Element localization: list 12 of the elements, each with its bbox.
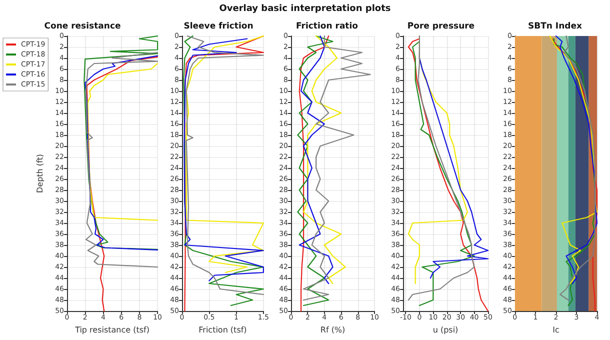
y-axis-title: Depth (ft) bbox=[36, 154, 45, 193]
chart-title: Sleeve friction bbox=[184, 22, 254, 32]
text: Overlay basic interpretation plots bbox=[218, 4, 392, 14]
chart-title: SBTn Index bbox=[528, 22, 582, 32]
x-axis-title: Rf (%) bbox=[320, 325, 346, 334]
chart-title: Pore pressure bbox=[407, 22, 475, 32]
x-axis-title: Ic bbox=[552, 325, 560, 334]
x-axis-title: u (psi) bbox=[432, 325, 458, 334]
chart-title: Friction ratio bbox=[296, 22, 358, 32]
x-axis-title: Friction (tsf) bbox=[198, 325, 247, 334]
chart-title: Cone resistance bbox=[44, 22, 121, 32]
x-axis-title: Tip resistance (tsf) bbox=[74, 325, 150, 334]
